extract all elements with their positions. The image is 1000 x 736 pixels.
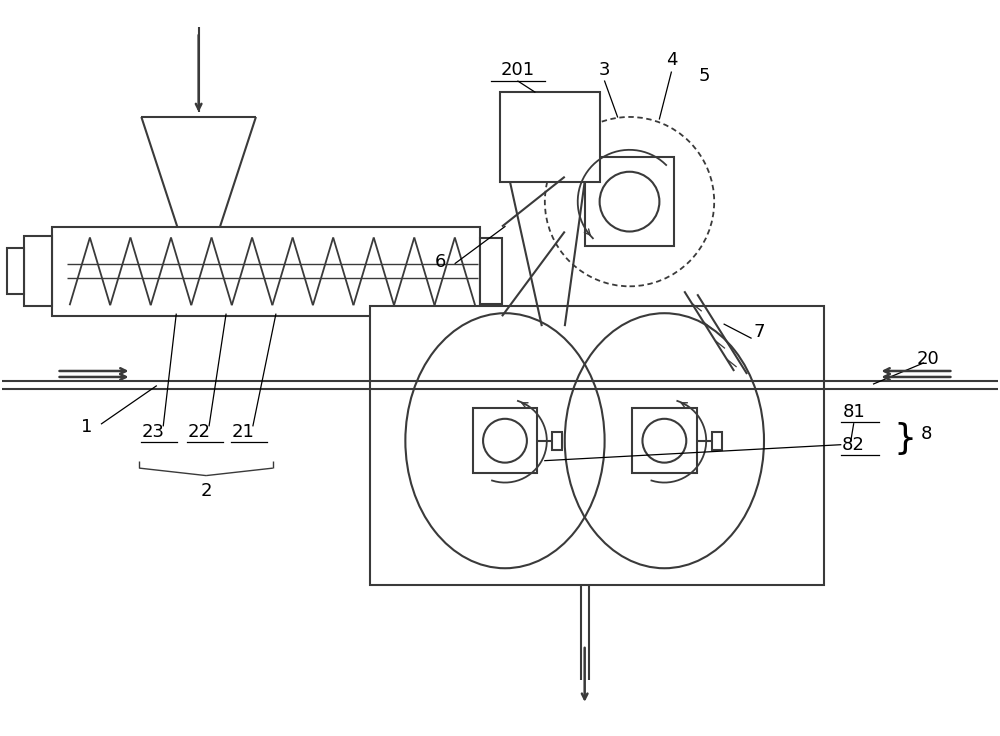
Text: 82: 82: [842, 436, 865, 453]
Bar: [500, 92, 600, 182]
Text: 20: 20: [917, 350, 940, 368]
Text: 4: 4: [666, 51, 677, 69]
Text: 23: 23: [142, 422, 165, 441]
Bar: [480, 238, 502, 304]
Text: }: }: [894, 422, 917, 456]
Bar: [24, 236, 52, 306]
Text: 21: 21: [232, 422, 254, 441]
Text: 81: 81: [842, 403, 865, 421]
Text: 8: 8: [921, 425, 932, 443]
Bar: [473, 408, 537, 473]
Bar: [552, 432, 562, 450]
Text: 7: 7: [753, 323, 765, 341]
Text: 1: 1: [81, 418, 92, 436]
Text: 2: 2: [200, 483, 212, 500]
Bar: [632, 408, 697, 473]
Text: 5: 5: [698, 67, 710, 85]
Text: 22: 22: [188, 422, 211, 441]
Bar: [370, 306, 824, 585]
Text: 6: 6: [435, 253, 446, 272]
Bar: [712, 432, 722, 450]
Text: 3: 3: [599, 61, 610, 79]
Bar: [585, 157, 674, 247]
Bar: [52, 227, 480, 316]
Bar: [7, 249, 24, 294]
Text: 201: 201: [501, 61, 535, 79]
